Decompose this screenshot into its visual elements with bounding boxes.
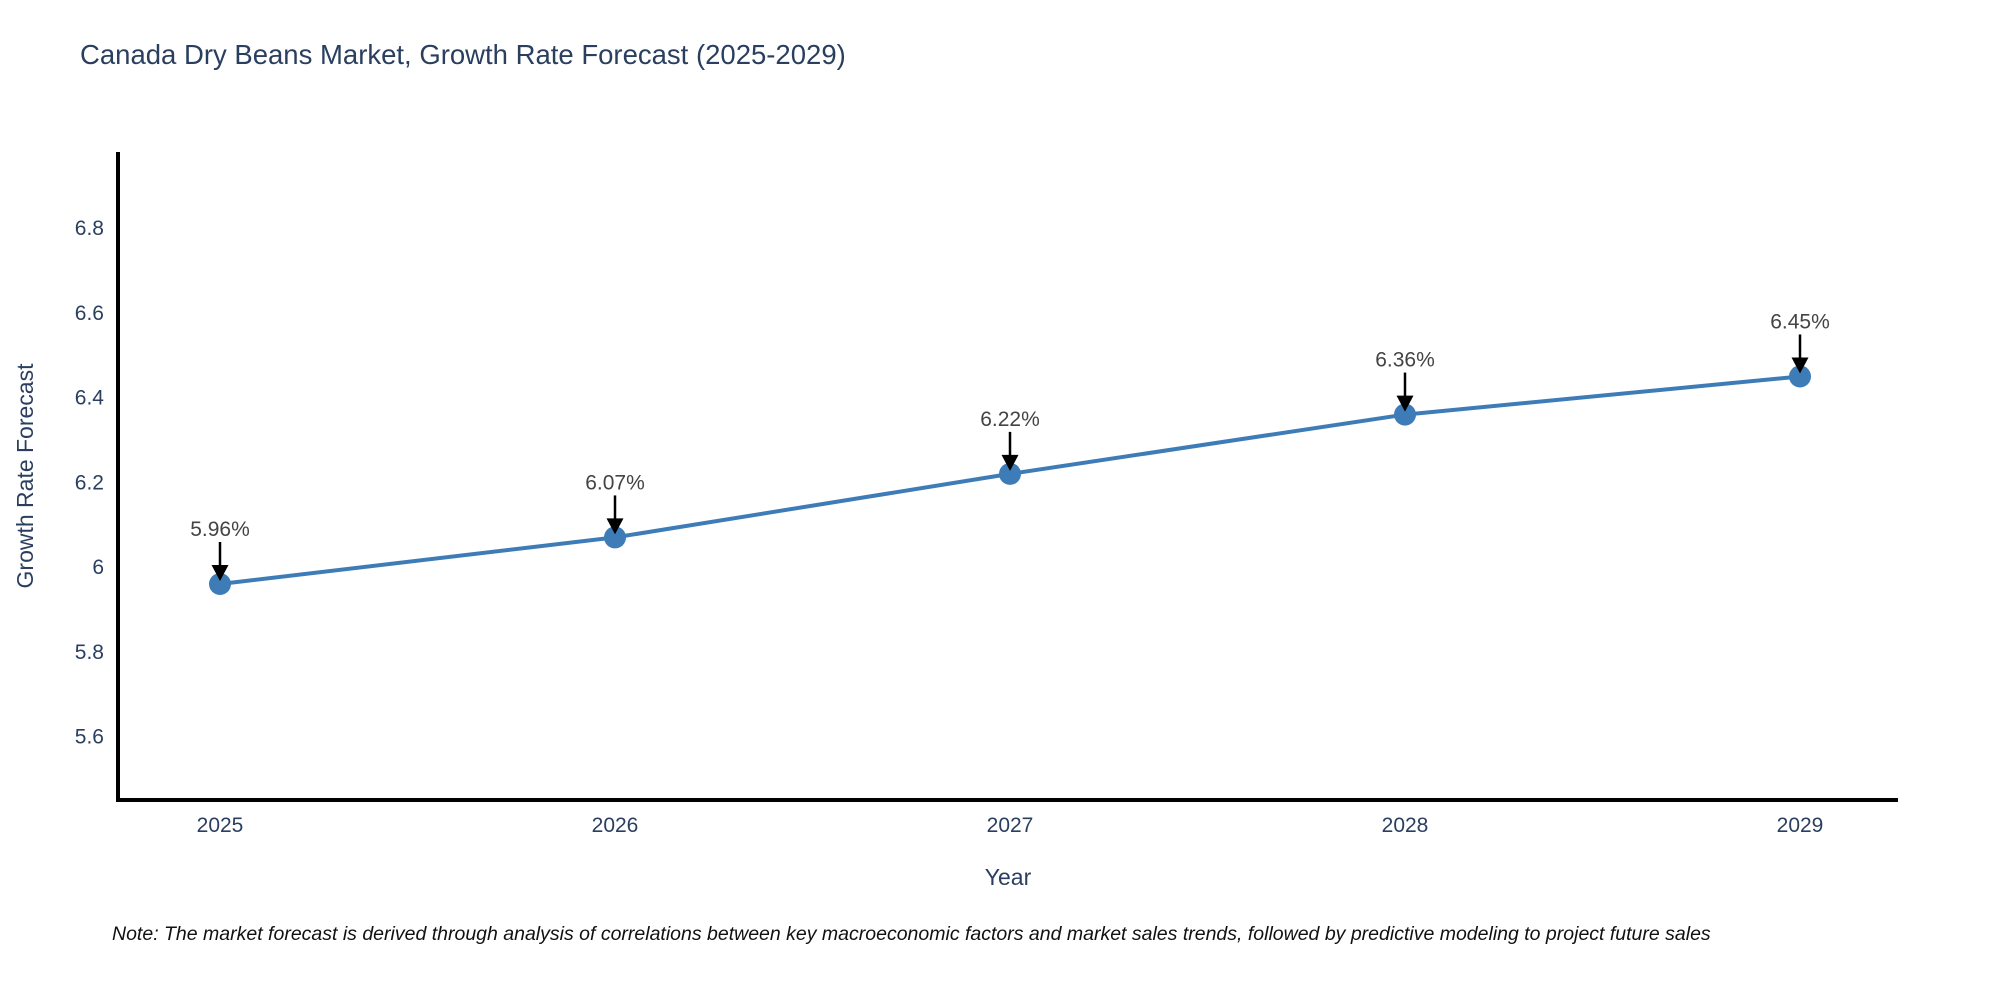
x-tick-label: 2026 (592, 814, 639, 837)
y-axis-title: Growth Rate Forecast (12, 363, 38, 589)
annotation-arrow-head (1791, 357, 1809, 374)
footnote: Note: The market forecast is derived thr… (112, 923, 1711, 945)
annotation: 6.36% (1375, 349, 1435, 412)
data-point[interactable] (209, 573, 231, 595)
y-axis-ticks: 6.8 6.6 6.4 6.2 6 5.8 5.6 (75, 217, 105, 748)
annotation-label: 6.45% (1770, 310, 1830, 333)
x-tick-label: 2027 (987, 814, 1034, 837)
data-point[interactable] (1394, 403, 1416, 426)
y-tick-label: 6.8 (75, 217, 104, 240)
annotation: 5.96% (190, 518, 250, 581)
data-point[interactable] (1789, 365, 1811, 388)
annotation-label: 6.36% (1375, 349, 1435, 372)
annotation: 6.07% (585, 471, 645, 535)
annotation-label: 6.07% (585, 471, 645, 494)
annotation-arrow-head (606, 518, 624, 535)
annotation: 6.22% (980, 408, 1040, 471)
y-tick-label: 5.6 (75, 725, 104, 748)
x-axis-ticks: 2025 2026 2027 2028 2029 (197, 814, 1824, 837)
x-tick-label: 2025 (197, 814, 244, 837)
y-tick-label: 6.6 (75, 302, 104, 325)
annotations: 5.96% 6.07% 6.22% 6.36% 6.45% (190, 310, 1830, 581)
annotation-arrow-head (1396, 395, 1414, 412)
y-tick-label: 6.2 (75, 471, 104, 494)
annotation-arrow-head (211, 565, 229, 581)
data-points (209, 365, 1811, 595)
data-point[interactable] (604, 526, 626, 549)
annotation-label: 6.22% (980, 408, 1040, 431)
y-tick-label: 5.8 (75, 641, 104, 664)
chart-title: Canada Dry Beans Market, Growth Rate For… (80, 39, 846, 70)
y-tick-label: 6 (92, 556, 104, 579)
x-tick-label: 2029 (1777, 814, 1824, 837)
x-axis-title: Year (985, 864, 1032, 890)
annotation-arrow-head (1001, 454, 1019, 471)
x-tick-label: 2028 (1382, 814, 1429, 837)
data-point[interactable] (999, 462, 1021, 485)
annotation: 6.45% (1770, 310, 1830, 374)
y-tick-label: 6.4 (75, 387, 105, 410)
annotation-label: 5.96% (190, 518, 250, 541)
